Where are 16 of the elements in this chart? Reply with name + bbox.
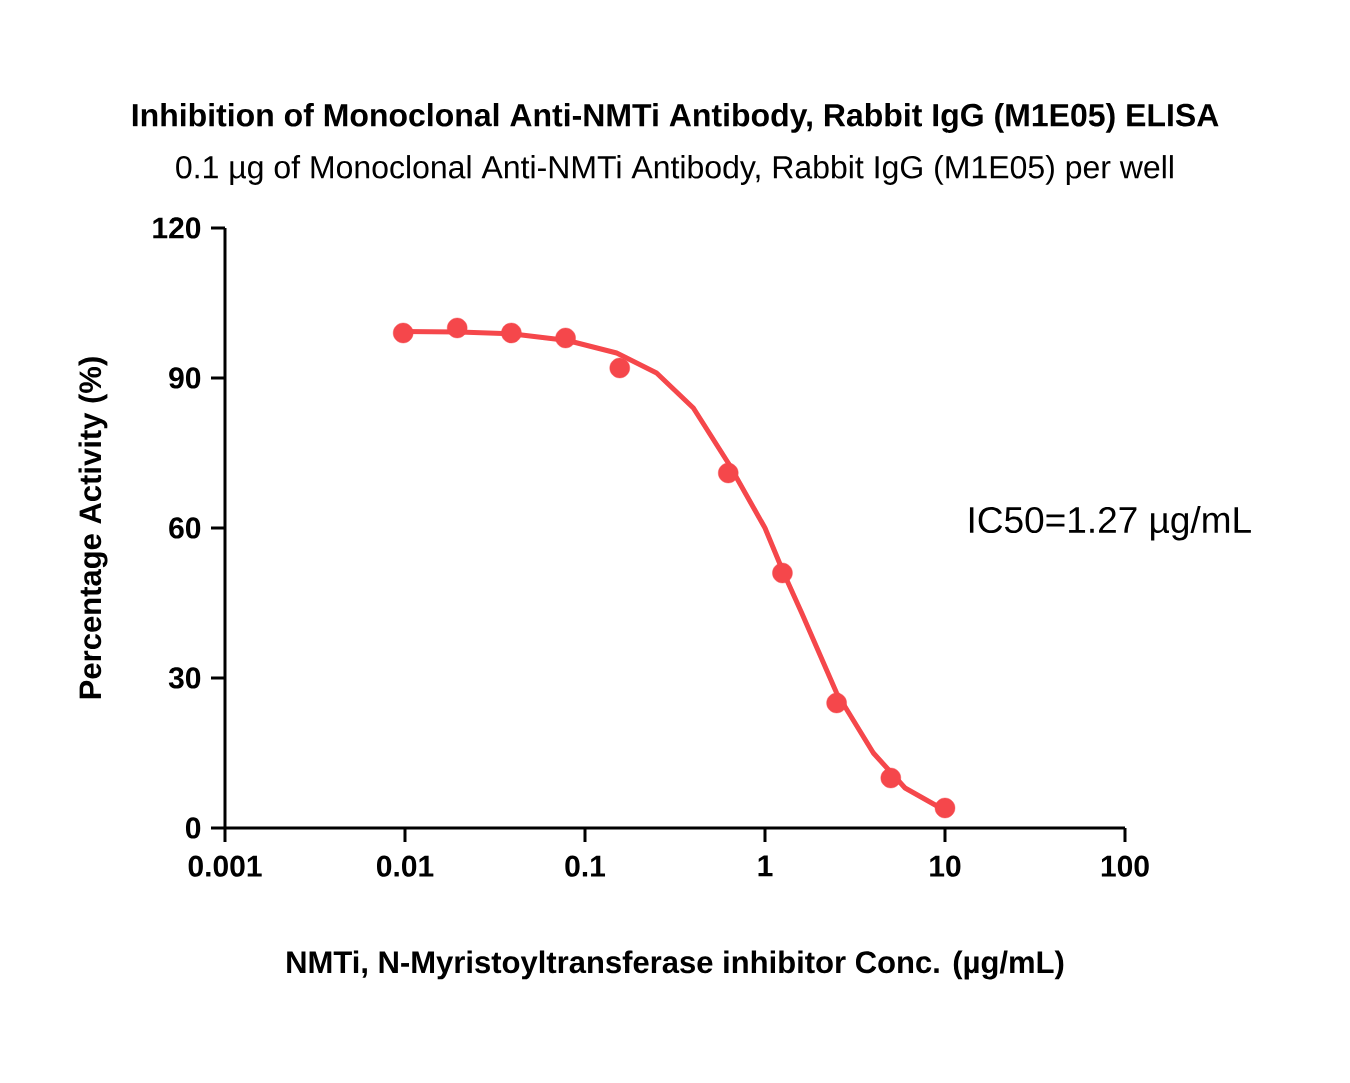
x-tick-label: 100 (1101, 855, 1149, 877)
annotation: IC50=1.27 µg/mL (969, 505, 1251, 541)
x-tick-label: 0.1 (565, 855, 606, 877)
x-axis-title: NMTi, N-Myristoyltransferase inhibitor Conc. (µg/mL) (287, 950, 1064, 980)
y-tick-label: 120 (153, 217, 201, 239)
y-axis-title: Percentage Activity (%) (78, 357, 108, 699)
x-tick-label: 0.001 (188, 855, 262, 877)
y-tick-label: 60 (169, 517, 201, 539)
x-tick-label: 10 (930, 855, 961, 877)
y-tick-label: 30 (168, 667, 201, 689)
chart-title: Inhibition of Monoclonal Anti-NMTi Antibody, Rabbit IgG (M1E05) ELISA (132, 103, 1219, 133)
x-tick-label: 0.01 (376, 855, 434, 877)
y-tick-label: 90 (169, 367, 201, 389)
y-tick-label: 0 (185, 817, 201, 839)
chart-subtitle: 0.1 µg of Monoclonal Anti-NMTi Antibody, Rabbit IgG (M1E05) per well (176, 155, 1173, 185)
x-tick-label: 1 (758, 855, 773, 877)
